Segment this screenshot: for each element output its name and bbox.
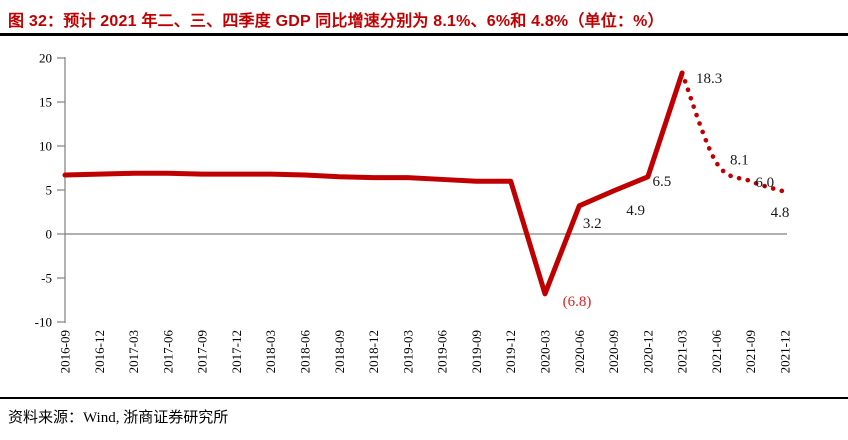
data-label: 3.2: [583, 216, 602, 232]
x-tick-label: 2017-03: [126, 330, 141, 373]
x-tick-label: 2017-09: [195, 330, 210, 373]
y-tick-label: 5: [46, 183, 53, 198]
data-label: (6.8): [563, 294, 592, 310]
y-tick-label: -10: [35, 315, 52, 330]
x-tick-label: 2017-12: [229, 330, 244, 373]
x-tick-label: 2019-09: [469, 330, 484, 373]
y-tick-label: -5: [41, 271, 52, 286]
y-tick-label: 20: [39, 51, 52, 66]
y-tick-label: 0: [46, 227, 53, 242]
x-tick-label: 2020-09: [606, 330, 621, 373]
data-label: 6.5: [652, 174, 671, 190]
gdp-line-solid: [62, 70, 685, 297]
x-tick-label: 2016-09: [58, 330, 73, 373]
y-tick-label: 15: [39, 95, 52, 110]
x-tick-label: 2016-12: [92, 330, 107, 373]
x-tick-label: 2021-06: [709, 330, 724, 374]
x-tick-label: 2018-03: [263, 330, 278, 373]
data-label: 8.1: [730, 153, 749, 169]
x-tick-label: 2020-03: [538, 330, 553, 373]
data-label: 18.3: [696, 71, 722, 87]
x-tick-label: 2021-03: [675, 330, 690, 373]
x-tick-label: 2021-12: [778, 330, 793, 373]
footer-divider: [0, 397, 848, 399]
data-label: 4.9: [626, 203, 645, 219]
title-divider: [0, 33, 848, 36]
data-label: 6.0: [755, 175, 774, 191]
x-tick-label: 2021-09: [743, 330, 758, 373]
y-tick-label: 10: [39, 139, 52, 154]
data-label: 4.8: [771, 205, 790, 221]
x-tick-label: 2018-09: [332, 330, 347, 373]
source-attribution: 资料来源：Wind, 浙商证券研究所: [8, 410, 229, 426]
gdp-line-forecast-dotted: [679, 70, 788, 195]
x-tick-label: 2019-06: [435, 330, 450, 374]
x-tick-label: 2020-12: [640, 330, 655, 373]
figure-title: 图 32：预计 2021 年二、三、四季度 GDP 同比增速分别为 8.1%、6…: [8, 13, 664, 30]
x-tick-label: 2018-06: [298, 330, 313, 374]
x-tick-label: 2019-12: [503, 330, 518, 373]
x-tick-label: 2019-03: [400, 330, 415, 373]
x-tick-label: 2017-06: [160, 330, 175, 374]
x-tick-label: 2020-06: [572, 330, 587, 374]
x-tick-label: 2018-12: [366, 330, 381, 373]
